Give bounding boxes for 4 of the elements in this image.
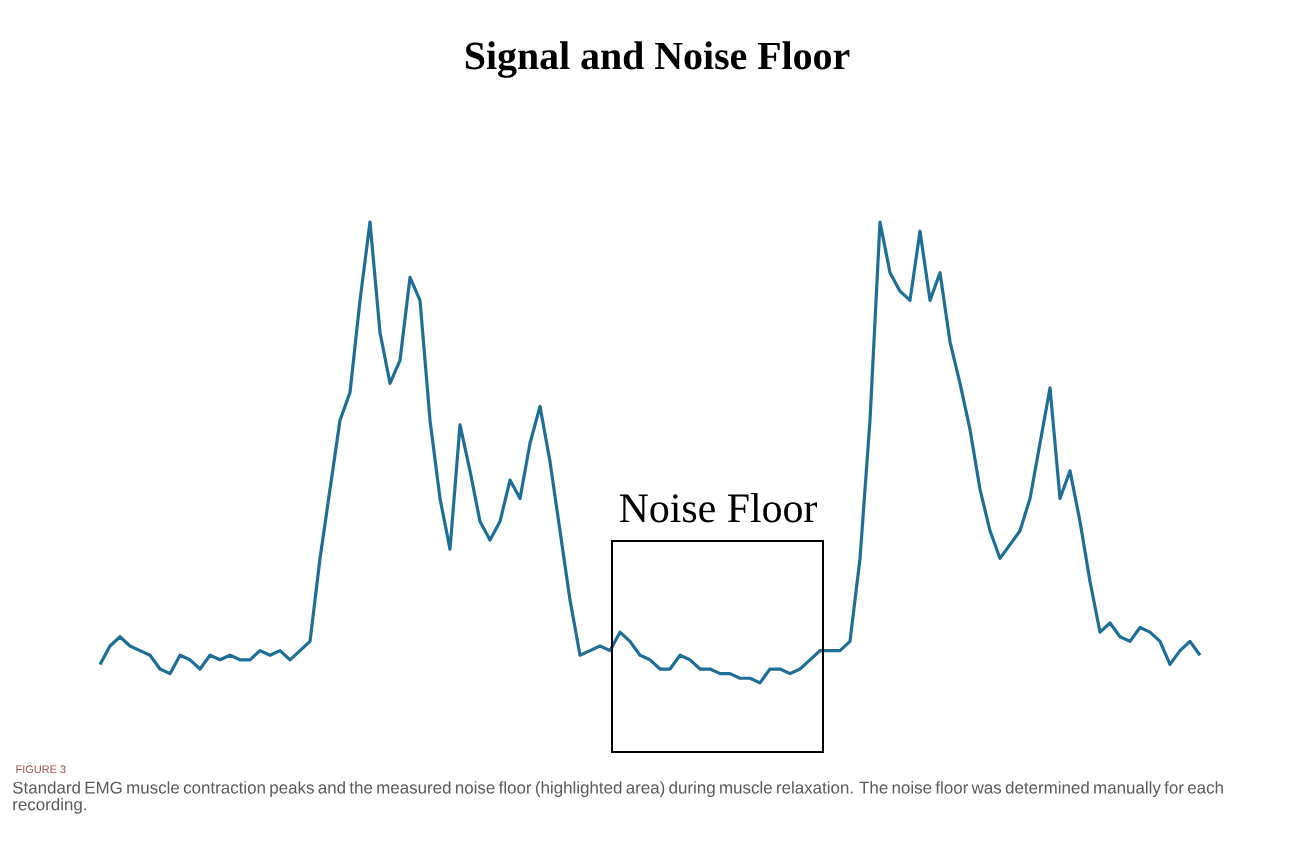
caption: FIGURE 3 [16, 765, 66, 774]
annotation: Noise Floor [619, 492, 818, 523]
text: Standard EMG muscle contraction peaks and the measured noise floor (highlighted area) during muscle relaxation. The noise floor was determined manually for each recording. [12, 781, 1223, 814]
chart-title: Signal and Noise Floor [465, 41, 850, 78]
